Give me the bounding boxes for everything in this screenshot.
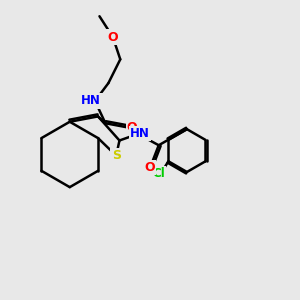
Text: O: O [127, 121, 137, 134]
Text: O: O [145, 161, 155, 174]
Text: HN: HN [81, 94, 100, 107]
Text: HN: HN [131, 126, 151, 139]
Text: O: O [107, 31, 118, 44]
Text: Cl: Cl [152, 167, 165, 180]
Text: S: S [112, 149, 121, 162]
Text: HN: HN [82, 94, 101, 107]
Text: HN: HN [130, 127, 150, 140]
Text: O: O [107, 31, 118, 44]
